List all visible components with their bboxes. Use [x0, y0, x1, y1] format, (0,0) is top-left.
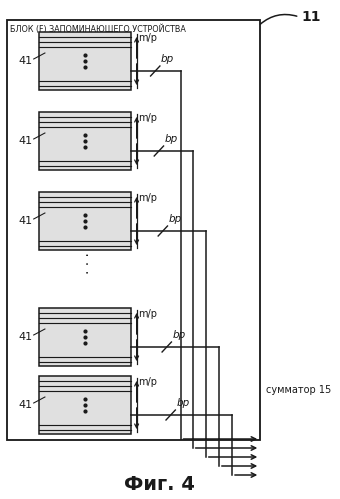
Text: 41: 41	[19, 332, 33, 342]
Text: БЛОК (F) ЗАПОМИНАЮЩЕГО УСТРОЙСТВА: БЛОК (F) ЗАПОМИНАЮЩЕГО УСТРОЙСТВА	[10, 24, 186, 34]
Bar	[39, 376, 131, 434]
Bar	[39, 32, 131, 90]
Text: bp: bp	[168, 214, 182, 224]
Text: 11: 11	[301, 10, 321, 24]
Text: m/p: m/p	[138, 33, 157, 43]
Text: 41: 41	[19, 56, 33, 66]
Text: bp: bp	[176, 398, 189, 408]
Text: m/p: m/p	[138, 193, 157, 203]
Text: bp: bp	[161, 54, 174, 64]
Text: . . .: . . .	[78, 252, 92, 274]
Bar	[39, 192, 131, 250]
Text: m/p: m/p	[138, 309, 157, 319]
Text: bp: bp	[165, 134, 178, 144]
Bar	[39, 308, 131, 366]
Text: 41: 41	[19, 400, 33, 410]
Text: Фиг. 4: Фиг. 4	[124, 475, 194, 494]
Bar	[7, 20, 260, 440]
Text: m/p: m/p	[138, 113, 157, 123]
Text: bp: bp	[172, 330, 186, 340]
Text: 41: 41	[19, 136, 33, 146]
Text: m/p: m/p	[138, 377, 157, 387]
Text: 41: 41	[19, 216, 33, 226]
Text: сумматор 15: сумматор 15	[266, 385, 331, 395]
Bar	[39, 112, 131, 170]
